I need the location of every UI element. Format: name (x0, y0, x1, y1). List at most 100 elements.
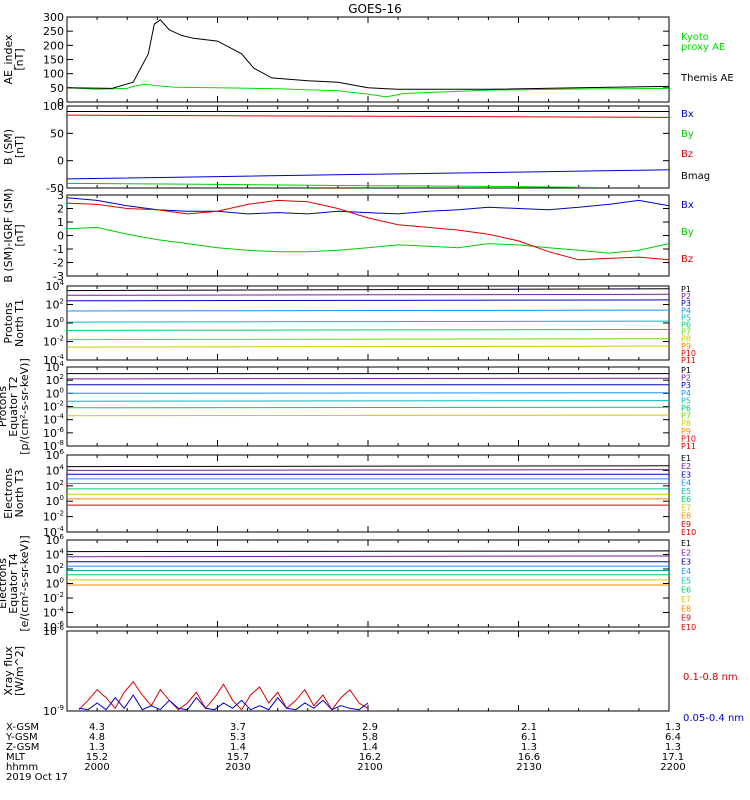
y-axis-label-line: B (SM) (2, 129, 15, 165)
legend-entry: P6 (681, 321, 691, 330)
legend-entry: Bx (681, 109, 694, 120)
series-line-bz (67, 114, 669, 118)
legend-entry: P8 (681, 335, 691, 344)
y-tick-exponent: 6 (60, 533, 65, 541)
y-tick-label: 100 (43, 68, 64, 81)
y-tick-label: 250 (43, 25, 64, 38)
y-tick-label: 106 (46, 448, 65, 462)
series-line-p6 (67, 406, 669, 409)
y-tick-label: 200 (43, 39, 64, 52)
panel-stack: 050100150200250300AE_index[nT]Kyotoproxy… (0, 11, 744, 724)
legend-entry: Bx (681, 200, 694, 211)
series-group (67, 288, 669, 348)
y-tick-exponent: 0 (60, 316, 64, 324)
panel-5: 10-810-610-410-2100102104ProtonsEquator … (0, 358, 696, 455)
legend-entry: P4 (681, 389, 691, 398)
ephemeris-row-label: X-GSM (6, 722, 39, 733)
y-tick-label: -3 (53, 270, 64, 283)
y-axis-label-line: Protons (2, 302, 15, 343)
ephemeris-value: 3.7 (230, 722, 246, 733)
series-line-bx (67, 169, 669, 180)
y-tick-label: -1 (53, 243, 64, 256)
series-line-themis-ae (67, 19, 669, 90)
y-axis-label-line: Xray flux (2, 646, 15, 696)
y-tick-label: 104 (46, 548, 65, 562)
y-tick-label: 10-4 (43, 413, 65, 427)
legend-entry: P6 (681, 404, 691, 413)
legend-entry: E3 (681, 558, 691, 567)
series-line-0.05-0.4-nm (78, 694, 369, 711)
series-line-p1 (67, 288, 669, 292)
ephemeris-value: 4.8 (89, 732, 105, 743)
y-tick-label: 0 (57, 230, 64, 243)
y-tick-exponent: -2 (57, 510, 64, 518)
legend-entry: E4 (681, 479, 691, 488)
legend-entry: E7 (681, 595, 691, 604)
legend-entry: E6 (681, 495, 691, 504)
series-line-by (67, 226, 669, 254)
y-tick-exponent: -4 (57, 525, 65, 533)
y-tick-exponent: 4 (60, 279, 65, 287)
y-tick-label: 150 (43, 54, 64, 67)
y-axis-label-line: AE_index (2, 34, 15, 85)
y-tick-label: 10-6 (43, 624, 65, 638)
ephemeris-value: 2130 (516, 762, 541, 773)
series-line-p4 (67, 309, 669, 312)
ephemeris-value: 2.1 (521, 722, 537, 733)
legend-entry: P1 (681, 366, 691, 375)
series-line-bz (67, 199, 669, 261)
y-tick-label: 10-9 (43, 704, 64, 718)
legend-entry: P11 (681, 356, 696, 365)
y-tick-label: 102 (46, 373, 64, 387)
y-axis-label: ElectronsEquator T4[e/(cm²-s-sr-keV)] (0, 535, 31, 631)
y-axis-label-line: [nT] (13, 48, 26, 70)
ephemeris-value: 5.8 (362, 732, 378, 743)
series-group (67, 111, 669, 188)
legend: 0.1-0.8 nm 0.05-0.4 nm (683, 672, 744, 724)
legend-entry: P10 (681, 349, 696, 358)
y-axis-label-line: B (SM)-IGRF (SM) (2, 188, 15, 282)
y-axis-label-line: [p/(cm²-s-sr-keV)] (18, 358, 31, 455)
legend-entry: P7 (681, 328, 691, 337)
y-axis-label-line: Equator T2 (7, 376, 20, 436)
legend-entry: E10 (681, 528, 696, 537)
y-tick-exponent: -2 (57, 400, 64, 408)
y-axis-label: AE_index[nT] (2, 34, 26, 85)
series-line-e1 (67, 550, 669, 553)
y-tick-exponent: -6 (57, 620, 65, 628)
y-tick-label: -50 (46, 182, 64, 195)
y-tick-exponent: -2 (57, 335, 64, 343)
y-axis-label-line: North T1 (13, 299, 26, 347)
ephemeris-value: 6.4 (665, 732, 681, 743)
series-line-e2 (67, 555, 669, 558)
series-line-0.1-0.8-nm (78, 680, 369, 711)
series-group (67, 197, 669, 261)
y-tick-exponent: -6 (57, 624, 65, 632)
y-tick-label: 10-2 (43, 400, 64, 414)
y-tick-label: 10-4 (43, 606, 65, 620)
series-line-p5 (67, 400, 669, 402)
series-group (67, 19, 669, 98)
panel-2: -50 0 50 100 B (SM)[nT] Bx By Bz Bmag (2, 100, 710, 195)
ephemeris-value: 16.2 (359, 752, 381, 763)
legend-entry: P3 (681, 381, 691, 390)
y-axis-label-line: Electrons (0, 558, 9, 609)
y-tick-label: 100 (46, 386, 64, 400)
legend-entry: Kyoto (681, 32, 709, 43)
y-tick-label: 10-2 (43, 510, 64, 524)
ephemeris-value: 17.1 (662, 752, 684, 763)
y-tick-label: 104 (46, 360, 65, 374)
ephemeris-value: 15.2 (86, 752, 108, 763)
ephemeris-row-label: Z-GSM (6, 742, 39, 753)
ephemeris-value: 2200 (660, 762, 685, 773)
ephemeris-value: 1.3 (665, 722, 681, 733)
series-group (67, 373, 669, 417)
y-axis-label-line: North T3 (13, 470, 26, 518)
legend-entry: P2 (681, 374, 691, 383)
legend-entry: P5 (681, 313, 691, 322)
ephemeris-value: 1.3 (521, 742, 537, 753)
